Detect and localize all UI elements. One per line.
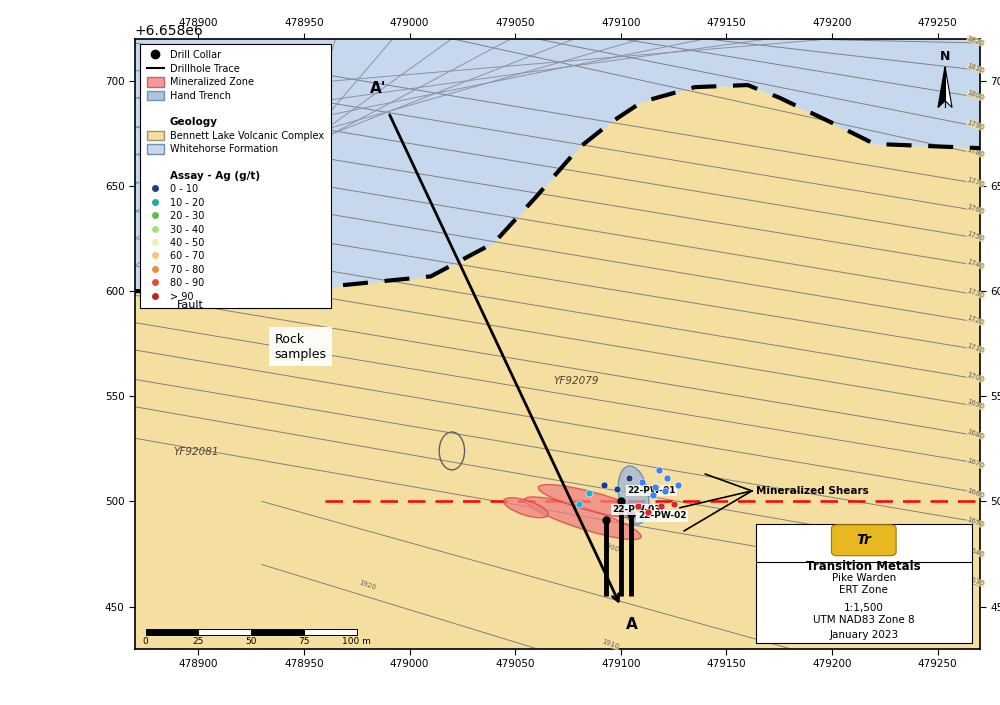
Ellipse shape bbox=[524, 497, 641, 539]
Text: 1700: 1700 bbox=[966, 372, 985, 384]
Text: 75: 75 bbox=[298, 637, 310, 646]
Text: Fault: Fault bbox=[177, 300, 204, 310]
Text: Mineralized Shears: Mineralized Shears bbox=[756, 486, 869, 496]
Text: 1820: 1820 bbox=[966, 35, 985, 47]
Text: 1790: 1790 bbox=[966, 119, 985, 131]
Bar bbox=[146, 629, 198, 635]
Text: 100 m: 100 m bbox=[342, 637, 371, 646]
Text: 1900: 1900 bbox=[601, 541, 620, 553]
Text: 1650: 1650 bbox=[966, 517, 985, 528]
Polygon shape bbox=[938, 67, 945, 107]
Text: Tr: Tr bbox=[856, 533, 871, 547]
Text: 1680: 1680 bbox=[966, 428, 985, 440]
Text: 1690: 1690 bbox=[966, 399, 985, 410]
Text: 25: 25 bbox=[193, 637, 204, 646]
Text: N: N bbox=[940, 51, 950, 63]
Text: Rock
samples: Rock samples bbox=[274, 333, 326, 361]
Bar bbox=[198, 629, 251, 635]
Text: 1750: 1750 bbox=[966, 231, 985, 243]
Text: 1670: 1670 bbox=[966, 458, 985, 470]
Polygon shape bbox=[945, 67, 952, 107]
Bar bbox=[251, 629, 304, 635]
Text: 1640: 1640 bbox=[966, 546, 985, 558]
Text: Pike Warden: Pike Warden bbox=[832, 573, 896, 583]
Text: 1630: 1630 bbox=[966, 575, 985, 587]
Text: 22-PW-03: 22-PW-03 bbox=[612, 505, 661, 514]
Text: YF92079: YF92079 bbox=[553, 376, 599, 386]
Text: 1730: 1730 bbox=[966, 288, 985, 299]
Legend: Drill Collar, Drillhole Trace, Mineralized Zone, Hand Trench,  , Geology, Bennet: Drill Collar, Drillhole Trace, Mineraliz… bbox=[140, 44, 331, 309]
FancyBboxPatch shape bbox=[831, 525, 896, 556]
Text: January 2023: January 2023 bbox=[829, 630, 898, 640]
Text: UTM NAD83 Zone 8: UTM NAD83 Zone 8 bbox=[813, 615, 915, 625]
Text: 1740: 1740 bbox=[966, 258, 985, 269]
Ellipse shape bbox=[504, 498, 548, 517]
Text: 1770: 1770 bbox=[966, 176, 985, 188]
Text: Transition Metals: Transition Metals bbox=[806, 560, 921, 573]
Text: 1910: 1910 bbox=[601, 639, 620, 650]
Text: 1760: 1760 bbox=[966, 203, 985, 215]
Text: ERT Zone: ERT Zone bbox=[839, 585, 888, 595]
Bar bbox=[304, 629, 357, 635]
Ellipse shape bbox=[618, 466, 649, 525]
Text: 0: 0 bbox=[143, 637, 148, 646]
Text: 1780: 1780 bbox=[966, 147, 985, 158]
Text: YF92081: YF92081 bbox=[173, 447, 219, 457]
Text: 1800: 1800 bbox=[966, 90, 985, 102]
Polygon shape bbox=[135, 39, 980, 291]
Text: 1710: 1710 bbox=[966, 342, 985, 354]
Text: 50: 50 bbox=[245, 637, 257, 646]
Text: 22-PW-02: 22-PW-02 bbox=[638, 511, 686, 520]
Text: A: A bbox=[626, 617, 637, 632]
Text: 1810: 1810 bbox=[966, 62, 985, 74]
Text: 1720: 1720 bbox=[966, 314, 985, 326]
Text: 1:1,500: 1:1,500 bbox=[844, 603, 884, 613]
Text: 1920: 1920 bbox=[358, 580, 377, 591]
Text: A': A' bbox=[370, 80, 386, 96]
Ellipse shape bbox=[538, 484, 644, 518]
Text: 22-PW-01: 22-PW-01 bbox=[627, 486, 676, 495]
Text: 1660: 1660 bbox=[966, 487, 985, 499]
